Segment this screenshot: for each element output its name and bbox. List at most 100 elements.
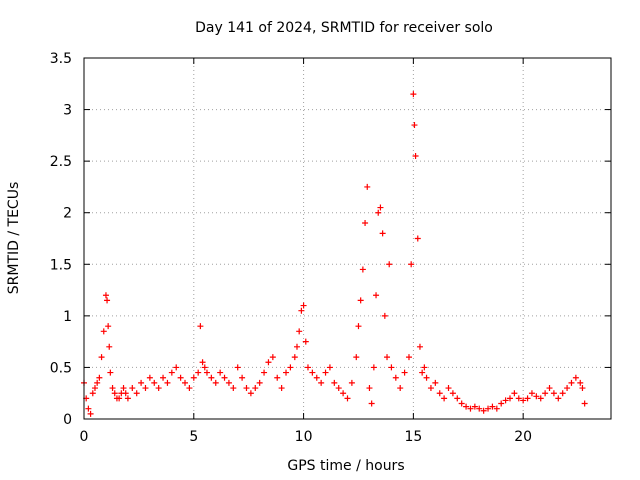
data-point: [362, 220, 369, 227]
data-point: [572, 374, 579, 381]
data-point: [274, 374, 281, 381]
x-tick-label: 5: [189, 429, 198, 445]
data-point: [102, 292, 109, 299]
data-point: [485, 405, 492, 412]
data-point: [458, 400, 465, 407]
y-tick-label: 3.5: [50, 51, 72, 67]
data-point: [379, 230, 386, 237]
data-point: [480, 407, 487, 414]
data-point: [265, 359, 272, 366]
data-point: [300, 302, 307, 309]
data-point: [160, 374, 167, 381]
grid-lines: [84, 58, 611, 419]
y-tick-label: 0.5: [50, 360, 72, 376]
data-point: [186, 385, 193, 392]
data-point: [105, 323, 112, 330]
data-point: [177, 374, 184, 381]
data-point: [340, 390, 347, 397]
data-point: [100, 328, 107, 335]
data-point: [326, 364, 333, 371]
data-point: [411, 122, 418, 129]
data-point: [335, 385, 342, 392]
data-point: [313, 374, 320, 381]
data-point: [182, 379, 189, 386]
y-tick-label: 2: [63, 206, 72, 222]
data-point: [197, 323, 204, 330]
data-point: [388, 364, 395, 371]
data-point: [302, 338, 309, 345]
data-point: [436, 390, 443, 397]
data-point: [375, 209, 382, 216]
data-point: [87, 410, 94, 417]
data-point: [581, 400, 588, 407]
data-point: [304, 364, 311, 371]
data-point: [449, 390, 456, 397]
data-points: [81, 91, 588, 417]
data-point: [89, 390, 96, 397]
data-point: [234, 364, 241, 371]
data-point: [520, 397, 527, 404]
data-point: [278, 385, 285, 392]
data-point: [309, 369, 316, 376]
data-point: [423, 374, 430, 381]
data-point: [122, 390, 129, 397]
data-point: [111, 390, 118, 397]
data-point: [489, 403, 496, 410]
data-point: [550, 390, 557, 397]
data-point: [106, 343, 113, 350]
data-point: [129, 385, 136, 392]
data-point: [296, 328, 303, 335]
y-tick-label: 2.5: [50, 154, 72, 170]
data-point: [432, 379, 439, 386]
data-point: [239, 374, 246, 381]
data-point: [368, 400, 375, 407]
data-point: [386, 261, 393, 268]
data-point: [120, 385, 127, 392]
data-point: [203, 369, 210, 376]
data-point: [546, 385, 553, 392]
data-point: [511, 390, 518, 397]
x-tick-label: 0: [80, 429, 89, 445]
data-point: [164, 379, 171, 386]
data-point: [344, 395, 351, 402]
data-point: [243, 385, 250, 392]
data-point: [217, 369, 224, 376]
data-point: [146, 374, 153, 381]
data-point: [405, 354, 412, 361]
data-point: [401, 369, 408, 376]
data-point: [221, 374, 228, 381]
data-point: [247, 390, 254, 397]
data-point: [528, 390, 535, 397]
data-point: [133, 390, 140, 397]
x-axis-label: GPS time / hours: [287, 458, 404, 474]
data-point: [412, 152, 419, 159]
data-point: [555, 395, 562, 402]
data-point: [208, 374, 215, 381]
data-point: [498, 400, 505, 407]
data-point: [109, 385, 116, 392]
data-point: [384, 354, 391, 361]
plot-frame: [83, 57, 612, 420]
data-point: [151, 379, 158, 386]
axis-ticks: 0 0.5 1 1.5 2 2.5 3 3.5 0 5 10 15 20: [50, 51, 611, 445]
data-point: [533, 393, 540, 400]
data-point: [419, 369, 426, 376]
data-point: [212, 379, 219, 386]
data-point: [291, 354, 298, 361]
y-tick-label: 1: [63, 309, 72, 325]
data-point: [467, 405, 474, 412]
data-point: [397, 385, 404, 392]
x-tick-label: 20: [514, 429, 532, 445]
data-point: [506, 395, 513, 402]
data-point: [370, 364, 377, 371]
data-point: [142, 385, 149, 392]
data-point: [392, 374, 399, 381]
data-point: [173, 364, 180, 371]
y-tick-label: 0: [63, 412, 72, 428]
data-point: [94, 379, 101, 386]
y-axis-label: SRMTID / TECUs: [6, 182, 22, 295]
data-point: [364, 183, 371, 190]
data-point: [283, 369, 290, 376]
data-point: [298, 307, 305, 314]
data-point: [568, 379, 575, 386]
